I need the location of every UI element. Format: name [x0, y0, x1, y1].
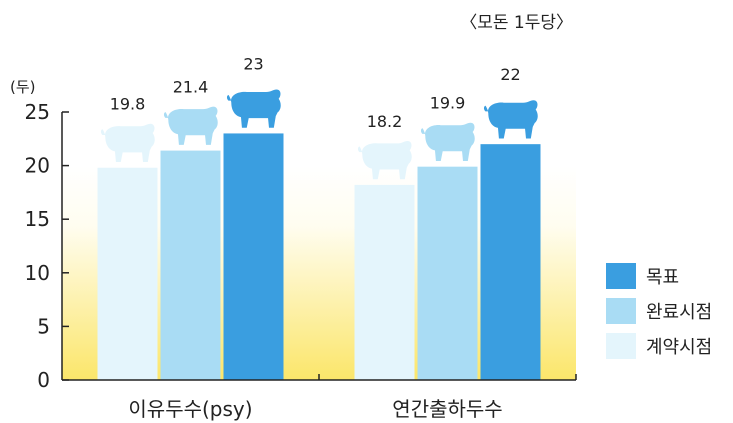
- y-axis-unit-label: (두): [10, 78, 36, 96]
- bar: [354, 184, 415, 380]
- pig-icon: [100, 123, 155, 163]
- bar-value-label: 23: [243, 54, 263, 73]
- bar: [223, 133, 284, 380]
- pig-icon: [420, 122, 475, 161]
- y-tick-label: 20: [25, 154, 50, 178]
- bar: [160, 150, 221, 380]
- unit-note: 〈모돈 1두당〉: [460, 13, 573, 33]
- bar-value-label: 22: [500, 65, 520, 84]
- bar: [417, 166, 478, 380]
- bar-value-label: 19.8: [110, 95, 146, 114]
- legend-item-completion: 완료시점: [606, 297, 712, 325]
- pig-icon: [226, 89, 281, 128]
- x-category-label: 이유두수(psy): [128, 397, 252, 421]
- y-tick-label: 5: [37, 314, 50, 338]
- pig-icon: [483, 100, 538, 139]
- legend: 목표 완료시점 계약시점: [606, 262, 712, 367]
- legend-item-contract: 계약시점: [606, 332, 712, 360]
- pig-icon: [163, 106, 218, 145]
- y-tick-label: 15: [25, 207, 50, 231]
- legend-swatch-completion: [606, 298, 636, 324]
- legend-swatch-contract: [606, 333, 636, 359]
- x-category-label: 연간출하두수: [392, 397, 502, 421]
- y-tick-label: 10: [25, 261, 50, 285]
- y-tick-label: 25: [25, 100, 50, 124]
- bar-value-label: 19.9: [430, 94, 466, 113]
- legend-swatch-target: [606, 263, 636, 289]
- bar-value-label: 18.2: [367, 112, 403, 131]
- legend-label-target: 목표: [646, 267, 680, 288]
- bar-value-label: 21.4: [173, 78, 209, 97]
- legend-item-target: 목표: [606, 262, 712, 290]
- bar: [480, 144, 541, 380]
- y-tick-label: 0: [37, 368, 50, 392]
- legend-label-completion: 완료시점: [646, 302, 713, 323]
- legend-label-contract: 계약시점: [646, 337, 713, 358]
- bar: [97, 167, 158, 380]
